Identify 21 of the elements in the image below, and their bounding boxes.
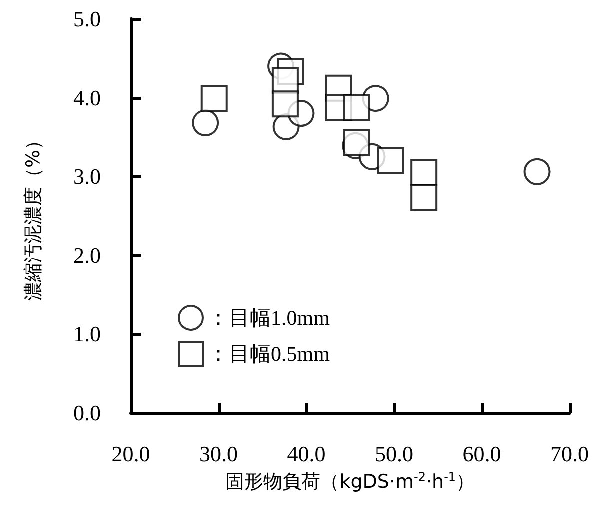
x-tick-label: 40.0: [287, 442, 326, 466]
point: [272, 90, 299, 118]
y-tick-label: 4.0: [74, 85, 101, 110]
y-axis-title: 濃縮汚泥濃度（%）: [22, 130, 44, 302]
x-tick-label: 20.0: [112, 442, 150, 466]
y-tick-label: 5.0: [74, 6, 101, 32]
legend-label: ：目幅0.5mm: [208, 342, 330, 366]
x-tick-label: 70.0: [550, 442, 589, 466]
x-tick-label: 60.0: [462, 442, 502, 466]
y-tick-label: 1.0: [74, 322, 101, 347]
y-tick-label: 2.0: [74, 242, 101, 268]
x-tick-label: 30.0: [200, 442, 238, 466]
point: [410, 159, 438, 186]
x-tick-label: 50.0: [375, 442, 414, 466]
y-tick-label: 3.0: [74, 164, 101, 190]
y-tick-label: 0.0: [74, 400, 101, 426]
legend-label: ：目幅1.0mm: [208, 306, 330, 330]
point: [410, 184, 438, 212]
point: [377, 147, 404, 174]
point: [343, 94, 370, 122]
point: [200, 85, 228, 112]
